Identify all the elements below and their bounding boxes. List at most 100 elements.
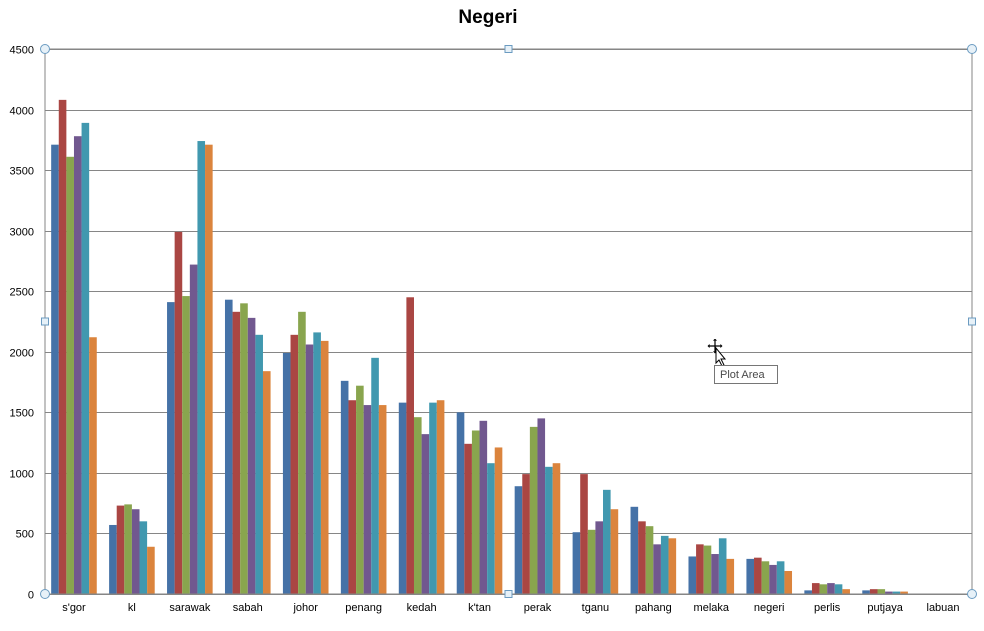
x-category-label: kedah: [407, 602, 437, 614]
bar: [124, 504, 132, 594]
bar: [298, 311, 306, 594]
y-tick-label: 4500: [10, 45, 34, 57]
bar: [73, 136, 82, 594]
bar: [340, 380, 349, 594]
y-tick-label: 1000: [10, 469, 34, 481]
bar: [900, 591, 908, 594]
bar: [761, 561, 770, 594]
edge-resize-handle[interactable]: [41, 317, 49, 326]
y-tick-label: 4000: [10, 106, 34, 118]
bar: [572, 532, 581, 594]
bar: [660, 535, 669, 594]
bar: [479, 420, 488, 594]
bar: [711, 554, 719, 594]
bar: [406, 297, 414, 594]
tooltip-text: Plot Area: [720, 369, 766, 381]
corner-resize-handle[interactable]: [967, 589, 977, 599]
x-category-label: perak: [524, 602, 552, 614]
bar: [81, 122, 90, 594]
bar: [610, 509, 619, 594]
bar: [545, 466, 553, 594]
edge-resize-handle[interactable]: [504, 590, 513, 598]
bar: [595, 521, 604, 594]
bar: [869, 589, 878, 594]
bar: [487, 463, 495, 594]
bar: [51, 144, 59, 594]
x-category-label: pahang: [635, 602, 672, 614]
bar: [240, 303, 248, 594]
bar: [645, 526, 654, 594]
bar: [262, 371, 271, 594]
bar: [537, 418, 546, 594]
bar: [746, 558, 755, 594]
bar: [255, 334, 263, 594]
x-category-label: melaka: [694, 602, 730, 614]
x-category-label: perlis: [814, 602, 841, 614]
bar: [668, 538, 677, 594]
y-tick-label: 2500: [10, 287, 34, 299]
bar: [580, 474, 588, 594]
bar: [290, 334, 299, 594]
bar: [842, 589, 850, 594]
bar: [109, 524, 117, 594]
bar: [726, 558, 735, 594]
bar: [456, 412, 465, 594]
bar: [139, 521, 148, 594]
bar: [131, 509, 140, 594]
x-category-label: tganu: [582, 602, 610, 614]
corner-resize-handle[interactable]: [40, 44, 50, 54]
bars: [51, 99, 908, 595]
edge-resize-handle[interactable]: [968, 317, 976, 326]
bar: [587, 529, 596, 594]
corner-resize-handle[interactable]: [967, 44, 977, 54]
bar: [436, 400, 445, 594]
y-tick-label: 500: [16, 529, 34, 541]
bar: [167, 302, 175, 594]
bar: [224, 299, 233, 594]
y-tick-label: 2000: [10, 348, 34, 360]
x-category-label: s'gor: [62, 602, 86, 614]
bar: [305, 344, 314, 594]
bar: [514, 486, 523, 594]
bar: [58, 99, 67, 595]
bar: [348, 400, 357, 594]
bar: [378, 405, 387, 594]
chart-title: Negeri: [458, 7, 517, 28]
bar: [718, 538, 727, 594]
bar: [282, 352, 291, 594]
bar: [819, 584, 828, 594]
bar: [696, 544, 704, 594]
bar: [174, 231, 183, 594]
corner-resize-handle[interactable]: [40, 589, 50, 599]
bar: [804, 590, 812, 594]
selection-handles[interactable]: [40, 44, 977, 599]
bar: [429, 402, 437, 594]
bar: [811, 583, 820, 594]
bar: [413, 417, 422, 594]
y-axis-ticks: 0 500 1000 1500 2000 2500 3000 3500 4000 4500: [10, 45, 34, 602]
bar: [189, 264, 198, 594]
bar: [116, 505, 125, 594]
bar: [603, 489, 611, 594]
bar: [320, 340, 329, 594]
edge-resize-handle[interactable]: [504, 45, 513, 53]
bar: [205, 144, 213, 594]
y-tick-label: 1500: [10, 408, 34, 420]
bar: [247, 317, 256, 594]
y-tick-label: 3500: [10, 166, 34, 178]
bar: [769, 564, 777, 594]
bar: [313, 332, 321, 594]
bar: [638, 521, 646, 594]
bar: [653, 544, 661, 594]
bar: [630, 506, 639, 594]
bar: [754, 557, 762, 594]
bar: [356, 385, 364, 594]
bar: [147, 546, 155, 594]
x-category-label: labuan: [927, 602, 960, 614]
bar: [89, 337, 97, 594]
bar: [703, 545, 712, 594]
bar: [371, 357, 379, 594]
bar: [363, 405, 372, 594]
bar: [529, 426, 538, 594]
